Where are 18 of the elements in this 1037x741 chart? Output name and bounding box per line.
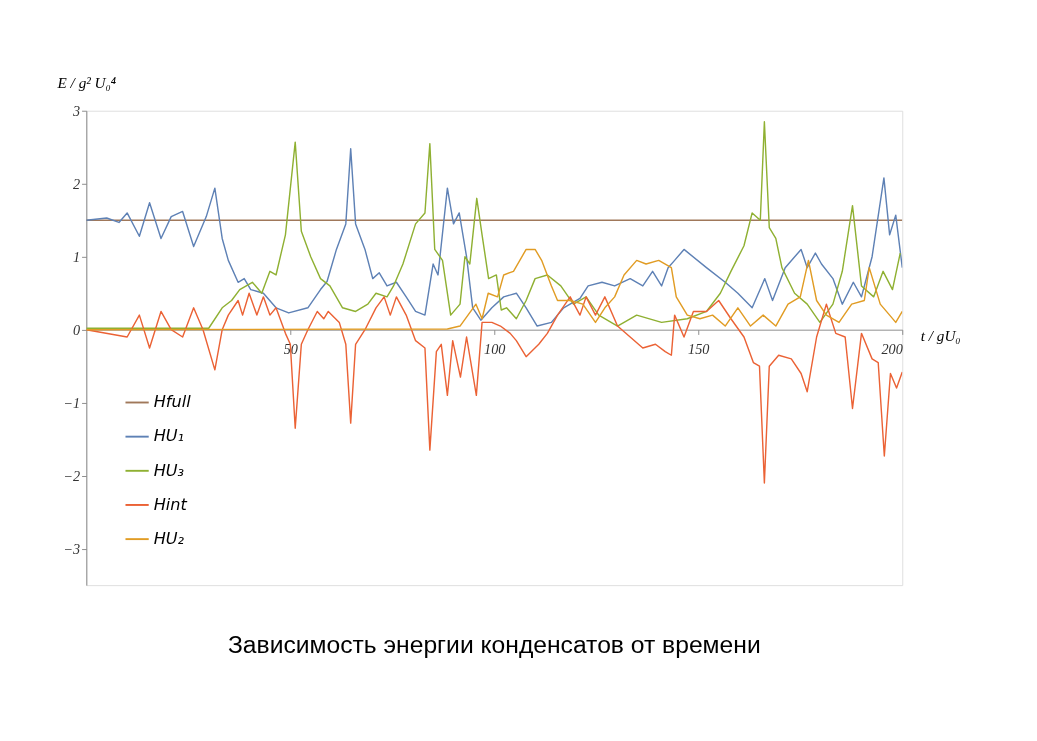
y-tick-label: 1 [73, 248, 81, 265]
y-tick-label: 2 [73, 175, 81, 192]
y-axis-title: E / g² U₀⁴ [56, 73, 117, 91]
y-tick-label: −3 [63, 540, 81, 557]
x-tick-label: 100 [484, 340, 506, 357]
x-axis-title: t / gU₀ [920, 326, 961, 344]
x-tick-label: 200 [881, 340, 903, 357]
legend-label: HU₁ [153, 426, 185, 446]
legend-label: Hfull [153, 392, 192, 412]
legend-label: Hint [153, 494, 188, 514]
y-tick-label: −2 [63, 467, 81, 484]
legend-label: HU₃ [153, 460, 185, 480]
x-tick-label: 150 [688, 340, 710, 357]
legend-label: HU₂ [153, 528, 185, 548]
text: Зависимость энергии конденсатов от времени [227, 630, 761, 658]
y-tick-label: −1 [63, 394, 81, 411]
y-tick-label: 0 [73, 321, 81, 338]
y-tick-label: 3 [72, 102, 81, 119]
